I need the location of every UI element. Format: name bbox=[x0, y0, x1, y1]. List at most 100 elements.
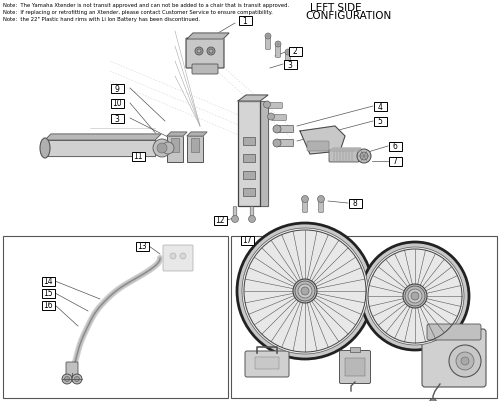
Circle shape bbox=[209, 50, 213, 54]
Circle shape bbox=[162, 143, 174, 155]
Circle shape bbox=[265, 34, 271, 40]
FancyBboxPatch shape bbox=[388, 157, 402, 166]
Circle shape bbox=[405, 286, 425, 306]
Circle shape bbox=[273, 126, 281, 134]
Polygon shape bbox=[45, 141, 155, 157]
FancyBboxPatch shape bbox=[340, 350, 370, 383]
Text: 11: 11 bbox=[134, 152, 143, 161]
FancyBboxPatch shape bbox=[136, 242, 148, 251]
FancyBboxPatch shape bbox=[171, 139, 179, 153]
FancyBboxPatch shape bbox=[266, 38, 270, 50]
FancyBboxPatch shape bbox=[307, 142, 329, 152]
FancyBboxPatch shape bbox=[272, 115, 286, 121]
FancyBboxPatch shape bbox=[288, 47, 302, 57]
Circle shape bbox=[360, 153, 368, 160]
Polygon shape bbox=[45, 135, 161, 141]
FancyBboxPatch shape bbox=[302, 200, 308, 213]
FancyBboxPatch shape bbox=[233, 207, 237, 220]
Circle shape bbox=[64, 377, 70, 381]
Text: LEFT SIDE: LEFT SIDE bbox=[310, 3, 362, 13]
FancyBboxPatch shape bbox=[191, 139, 199, 153]
FancyBboxPatch shape bbox=[245, 351, 289, 377]
Text: 6: 6 bbox=[392, 142, 398, 151]
Ellipse shape bbox=[40, 139, 50, 159]
Text: 7: 7 bbox=[392, 157, 398, 166]
Circle shape bbox=[293, 279, 317, 303]
FancyBboxPatch shape bbox=[388, 142, 402, 151]
Circle shape bbox=[298, 284, 312, 298]
Polygon shape bbox=[330, 149, 361, 152]
Circle shape bbox=[264, 102, 270, 109]
Circle shape bbox=[153, 140, 171, 158]
Circle shape bbox=[357, 150, 371, 164]
Circle shape bbox=[295, 281, 315, 301]
Text: 8: 8 bbox=[352, 199, 358, 208]
Text: 16: 16 bbox=[43, 301, 53, 310]
Circle shape bbox=[242, 229, 368, 354]
Circle shape bbox=[273, 140, 281, 148]
FancyBboxPatch shape bbox=[255, 357, 279, 369]
FancyBboxPatch shape bbox=[350, 347, 360, 352]
FancyBboxPatch shape bbox=[167, 137, 183, 162]
Circle shape bbox=[408, 289, 422, 303]
FancyBboxPatch shape bbox=[240, 236, 254, 245]
FancyBboxPatch shape bbox=[243, 138, 255, 146]
Circle shape bbox=[403, 284, 427, 308]
FancyBboxPatch shape bbox=[192, 65, 218, 75]
FancyBboxPatch shape bbox=[318, 200, 324, 213]
FancyBboxPatch shape bbox=[243, 188, 255, 196]
Circle shape bbox=[170, 253, 176, 259]
FancyBboxPatch shape bbox=[374, 117, 386, 126]
FancyBboxPatch shape bbox=[278, 140, 293, 147]
Text: 17: 17 bbox=[242, 236, 252, 245]
Circle shape bbox=[232, 216, 238, 223]
Text: 9: 9 bbox=[114, 84, 119, 93]
Circle shape bbox=[456, 352, 474, 370]
Text: 12: 12 bbox=[216, 216, 225, 225]
FancyBboxPatch shape bbox=[110, 114, 124, 123]
Circle shape bbox=[72, 374, 82, 384]
Circle shape bbox=[461, 357, 469, 365]
Text: Note:  The Yamaha Xtender is not transit approved and can not be added to a chai: Note: The Yamaha Xtender is not transit … bbox=[3, 3, 289, 8]
Polygon shape bbox=[167, 133, 187, 137]
FancyBboxPatch shape bbox=[42, 277, 54, 286]
Circle shape bbox=[430, 399, 436, 401]
FancyBboxPatch shape bbox=[345, 358, 365, 376]
Text: 10: 10 bbox=[112, 99, 122, 108]
Text: Note:  If replacing or retrofitting an Xtender, please contact Customer Service : Note: If replacing or retrofitting an Xt… bbox=[3, 10, 273, 15]
FancyBboxPatch shape bbox=[250, 207, 254, 220]
Text: 4: 4 bbox=[378, 102, 382, 111]
Circle shape bbox=[275, 42, 281, 48]
Circle shape bbox=[195, 48, 203, 56]
Text: CONFIGURATION: CONFIGURATION bbox=[305, 11, 391, 21]
Circle shape bbox=[237, 223, 373, 359]
Text: 15: 15 bbox=[43, 289, 53, 298]
FancyBboxPatch shape bbox=[278, 126, 293, 133]
FancyBboxPatch shape bbox=[42, 301, 54, 310]
FancyBboxPatch shape bbox=[348, 199, 362, 208]
FancyBboxPatch shape bbox=[284, 60, 296, 69]
FancyBboxPatch shape bbox=[268, 103, 282, 109]
Circle shape bbox=[62, 374, 72, 384]
FancyBboxPatch shape bbox=[214, 216, 226, 225]
FancyBboxPatch shape bbox=[286, 54, 290, 66]
Circle shape bbox=[302, 196, 308, 203]
FancyBboxPatch shape bbox=[110, 99, 124, 108]
Circle shape bbox=[248, 216, 256, 223]
Polygon shape bbox=[300, 127, 345, 155]
FancyBboxPatch shape bbox=[110, 84, 124, 93]
Circle shape bbox=[449, 345, 481, 377]
Circle shape bbox=[74, 377, 80, 381]
Text: 14: 14 bbox=[43, 277, 53, 286]
Text: 2: 2 bbox=[292, 47, 298, 57]
FancyBboxPatch shape bbox=[163, 245, 193, 271]
Circle shape bbox=[207, 48, 215, 56]
Circle shape bbox=[366, 247, 464, 345]
Polygon shape bbox=[187, 133, 207, 137]
Text: 3: 3 bbox=[288, 60, 292, 69]
FancyBboxPatch shape bbox=[187, 137, 203, 162]
FancyBboxPatch shape bbox=[427, 324, 481, 340]
FancyBboxPatch shape bbox=[238, 102, 260, 207]
Text: 13: 13 bbox=[137, 242, 147, 251]
FancyBboxPatch shape bbox=[243, 155, 255, 162]
